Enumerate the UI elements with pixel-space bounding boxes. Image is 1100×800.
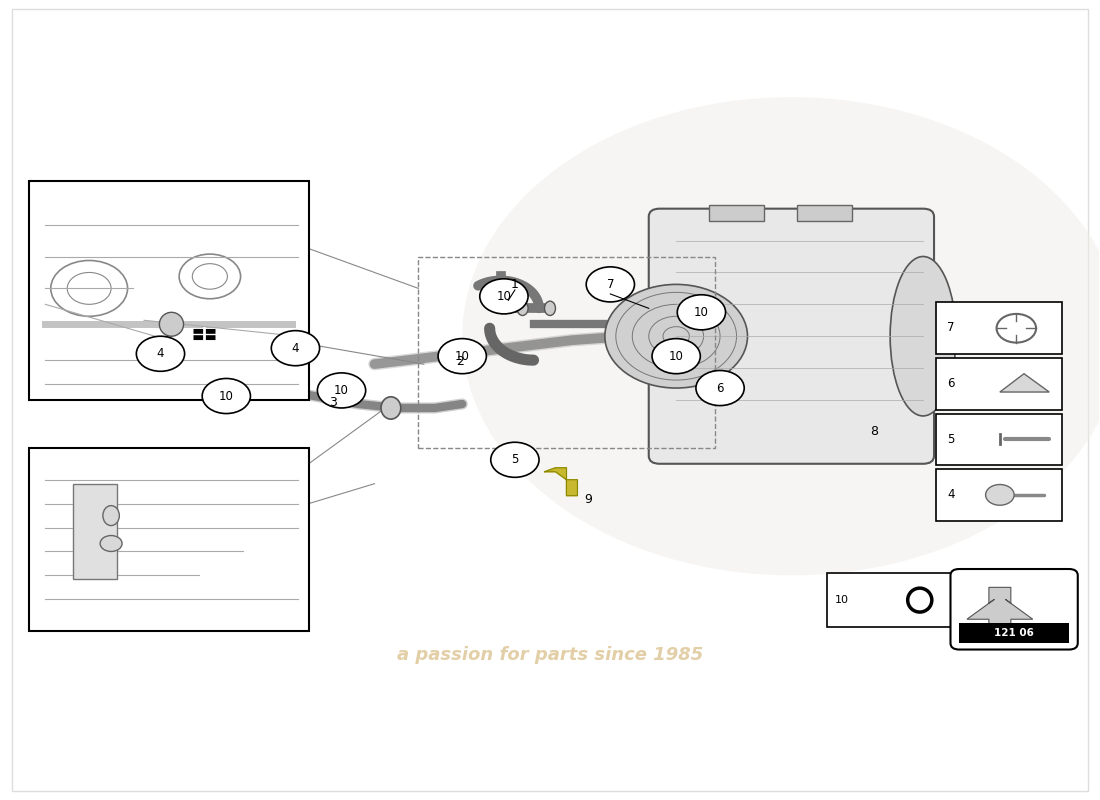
Text: 4: 4 — [292, 342, 299, 354]
Circle shape — [586, 267, 635, 302]
Ellipse shape — [544, 301, 556, 315]
Bar — [936, 358, 1063, 410]
Bar — [29, 181, 309, 400]
Circle shape — [986, 485, 1014, 506]
Text: 3: 3 — [329, 396, 337, 409]
Text: 10: 10 — [694, 306, 708, 319]
Bar — [936, 414, 1063, 466]
Circle shape — [696, 370, 745, 406]
Circle shape — [100, 535, 122, 551]
Text: 10: 10 — [219, 390, 234, 402]
Text: 10: 10 — [835, 595, 849, 605]
Text: 7: 7 — [947, 321, 955, 334]
Polygon shape — [967, 587, 1033, 627]
FancyBboxPatch shape — [649, 209, 934, 464]
Circle shape — [202, 378, 251, 414]
Text: 6: 6 — [716, 382, 724, 394]
Text: 10: 10 — [334, 384, 349, 397]
Text: 7: 7 — [606, 278, 614, 291]
Bar — [959, 623, 1069, 643]
Ellipse shape — [103, 506, 119, 526]
Text: 9: 9 — [584, 493, 592, 506]
Bar — [418, 257, 715, 448]
Text: 4: 4 — [156, 347, 164, 360]
Ellipse shape — [160, 312, 184, 336]
Bar — [796, 205, 851, 221]
Circle shape — [652, 338, 701, 374]
Ellipse shape — [381, 397, 400, 419]
Circle shape — [491, 442, 539, 478]
Text: 10: 10 — [669, 350, 683, 362]
Circle shape — [438, 338, 486, 374]
Ellipse shape — [890, 257, 956, 416]
Circle shape — [462, 97, 1100, 575]
Bar — [29, 448, 309, 631]
Text: 121 06: 121 06 — [994, 628, 1034, 638]
Text: 4: 4 — [947, 488, 955, 502]
Circle shape — [605, 285, 748, 388]
Ellipse shape — [228, 373, 248, 395]
Bar — [936, 302, 1063, 354]
Circle shape — [318, 373, 365, 408]
Text: DIØSPARØS: DIØSPARØS — [619, 310, 964, 362]
Polygon shape — [544, 468, 578, 496]
Text: 10: 10 — [454, 350, 470, 362]
Text: 6: 6 — [947, 377, 955, 390]
Circle shape — [480, 279, 528, 314]
Text: 5: 5 — [947, 433, 955, 446]
Ellipse shape — [517, 301, 528, 315]
Polygon shape — [1000, 374, 1049, 392]
Text: 5: 5 — [512, 454, 518, 466]
Circle shape — [136, 336, 185, 371]
Bar — [826, 573, 953, 627]
Text: 10: 10 — [496, 290, 512, 303]
Circle shape — [272, 330, 320, 366]
Text: 1: 1 — [512, 278, 519, 291]
Circle shape — [678, 294, 726, 330]
Text: 8: 8 — [870, 426, 878, 438]
Bar — [73, 484, 117, 579]
Bar — [710, 205, 764, 221]
Bar — [936, 470, 1063, 521]
Text: 2: 2 — [456, 355, 464, 368]
FancyBboxPatch shape — [950, 569, 1078, 650]
Text: a passion for parts since 1985: a passion for parts since 1985 — [397, 646, 703, 664]
